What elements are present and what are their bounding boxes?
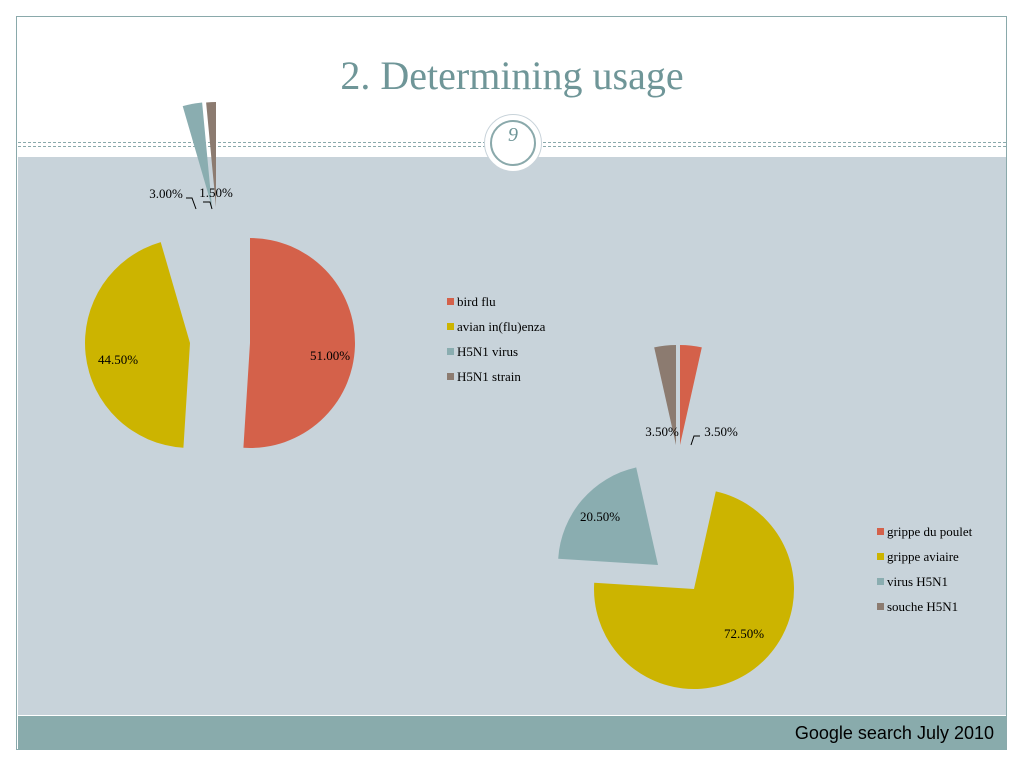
pie-0-data-label-2: 3.00% [149,186,183,201]
pie-chart-english: 51.00% 44.50% 3.00% 1.50% bird flu avian in(f… [84,102,546,448]
pie-0-data-label-0: 51.00% [310,348,350,363]
pie-1-legend-label-0: grippe du poulet [887,524,973,539]
pie-1-slice-1 [594,491,794,689]
footer-source: Google search July 2010 [794,723,994,743]
pie-0-legend-swatch-0 [447,298,454,305]
pie-1-legend-label-2: virus H5N1 [887,574,948,589]
pie-0-slice-1 [84,242,190,448]
pie-0-legend-swatch-2 [447,348,454,355]
pie-1-slice-2 [558,467,658,565]
pie-0-legend-label-3: H5N1 strain [457,369,521,384]
pie-0-leader-2 [186,197,197,210]
pie-0-legend-swatch-3 [447,373,454,380]
pie-1-slice-3 [654,345,676,445]
pie-0-leader-3 [203,201,213,210]
pie-0-slice-0 [243,238,355,448]
pie-1-legend-swatch-1 [877,553,884,560]
page-number: 9 [508,124,518,146]
pie-1-legend-label-3: souche H5N1 [887,599,958,614]
page-number-ring [490,120,536,166]
pie-0-legend-label-1: avian in(flu)enza [457,319,546,334]
pie-1-data-label-2: 20.50% [580,509,620,524]
pie-1-data-label-0: 3.50% [704,424,738,439]
footer-bar [18,716,1006,750]
pie-0-slice-3 [206,102,216,207]
pie-0-slice-2 [182,102,212,207]
pie-0-data-label-1: 44.50% [98,352,138,367]
pie-0-data-label-3: 1.50% [199,185,233,200]
slide-title: 2. Determining usage [340,53,684,98]
pie-1-data-label-1: 72.50% [724,626,764,641]
pie-1-data-label-3: 3.50% [645,424,679,439]
pie-1-legend-label-1: grippe aviaire [887,549,959,564]
pie-1-slice-0 [680,345,702,445]
pie-1-leader-0 [690,435,700,446]
pie-0-legend-label-0: bird flu [457,294,496,309]
pie-1-legend-swatch-3 [877,603,884,610]
pie-chart-french: 3.50% 72.50% 20.50% 3.50% grippe du poulet gr… [558,345,973,689]
pie-0-legend-label-2: H5N1 virus [457,344,518,359]
pie-1-legend-swatch-0 [877,528,884,535]
pie-0-legend-swatch-1 [447,323,454,330]
pie-1-legend-swatch-2 [877,578,884,585]
